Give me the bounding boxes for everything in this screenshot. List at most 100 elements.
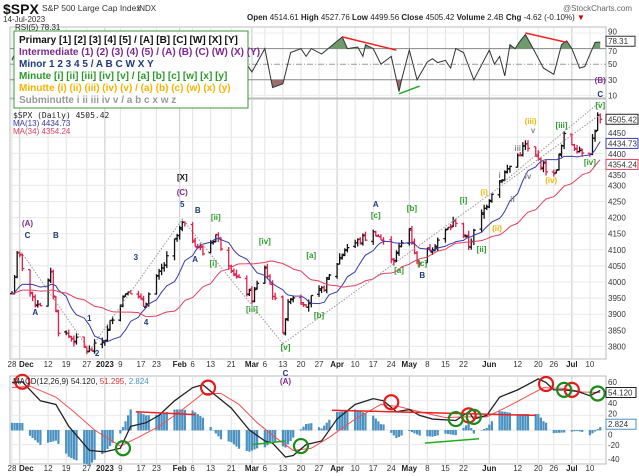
price-bar: [33, 294, 38, 308]
wave-label: (iv): [545, 176, 557, 185]
price-bar: [273, 292, 278, 301]
rsi-trendline: [525, 32, 567, 44]
macd-histogram-bar: [410, 430, 413, 433]
price-bar: [497, 180, 502, 198]
macd-histogram-bar: [199, 415, 202, 431]
macd-histogram-bar: [47, 430, 50, 443]
macd-histogram-bar: [338, 411, 341, 431]
wave-label: [a]: [394, 266, 404, 275]
price-bar: [262, 265, 267, 284]
price-tick-label: 3950: [608, 294, 626, 303]
macd-histogram-bar: [72, 430, 76, 460]
price-value-callout: [605, 137, 639, 149]
price-tick-label: 4350: [608, 171, 626, 180]
x-tick-label: 2023: [96, 464, 114, 473]
bullish-cross-circle: [465, 408, 482, 425]
price-bar: [556, 153, 561, 171]
macd-histogram-bar: [121, 427, 125, 431]
x-tick-label: 27: [82, 464, 91, 473]
macd-histogram-bar: [390, 430, 393, 433]
wave-label: [iii]: [556, 121, 568, 130]
macd-histogram-bar: [212, 430, 215, 431]
price-bar: [443, 228, 448, 243]
x-tick-label: 12: [44, 464, 53, 473]
macd-histogram-bar: [160, 413, 163, 431]
macd-histogram-bar: [75, 430, 78, 461]
macd-histogram-bar: [452, 430, 455, 435]
macd-histogram-bar: [21, 422, 24, 431]
macd-histogram-bar: [573, 430, 576, 432]
macd-histogram-bar: [57, 430, 60, 444]
macd-histogram-bar: [103, 430, 106, 453]
price-bar: [190, 222, 195, 244]
price-bar: [487, 199, 492, 209]
x-tick-label: Mar: [245, 360, 259, 369]
x-tick-label: 24: [387, 464, 396, 473]
price-bar: [200, 245, 205, 256]
macd-histogram-bar: [508, 412, 512, 431]
macd-histogram-bar: [557, 430, 561, 433]
macd-histogram-bar: [93, 430, 96, 460]
macd-histogram-bar: [483, 428, 486, 431]
macd-histogram-bar: [36, 430, 39, 443]
wave-label: (B): [595, 76, 606, 85]
x-tick-label: Feb: [173, 360, 187, 369]
rsi-tick-label: 70: [608, 47, 617, 56]
macd-histogram-bar: [524, 414, 527, 431]
channel-line: [499, 101, 601, 186]
bullish-cross-circle: [114, 440, 132, 457]
macd-histogram-bar: [408, 430, 411, 432]
macd-histogram-bar: [129, 409, 132, 431]
legend-line: Subminutte i ii iii iv v / a b c x w z: [19, 95, 176, 106]
macd-value-callout: [605, 387, 637, 399]
price-bar: [324, 277, 329, 294]
wave-label: [v]: [281, 343, 291, 352]
price-bar: [373, 230, 378, 237]
macd-histogram-bar: [101, 430, 104, 455]
wave-label: (ii): [492, 224, 502, 233]
macd-histogram-bar: [328, 419, 331, 431]
wave-label: [v]: [595, 101, 605, 110]
macd-histogram-bar: [470, 427, 473, 431]
macd-histogram-bar: [501, 411, 504, 431]
stockcharts-logo: @StockCharts.com: [563, 4, 632, 13]
price-bar: [409, 225, 414, 245]
macd-histogram-bar: [253, 430, 256, 450]
price-bar: [74, 333, 79, 345]
x-tick-label: 6: [263, 360, 268, 369]
price-bar: [507, 165, 512, 173]
price-bar: [337, 253, 342, 265]
rsi-tick-label: 10: [608, 91, 617, 100]
macd-histogram-bar: [519, 414, 522, 431]
macd-histogram-bar: [292, 430, 295, 438]
wave-label: C: [283, 369, 289, 378]
bullish-cross-circle: [589, 385, 606, 402]
price-bar: [577, 146, 582, 153]
macd-histogram-bar: [284, 430, 287, 448]
macd-histogram-bar: [377, 421, 380, 431]
macd-histogram-bar: [346, 410, 349, 431]
x-tick-label: May: [402, 464, 418, 473]
price-bar: [244, 275, 249, 297]
price-bar: [105, 325, 110, 342]
macd-histogram-bar: [18, 422, 21, 431]
macd-histogram-bar: [397, 430, 401, 438]
macd-histogram-bar: [382, 424, 385, 431]
price-bar: [66, 329, 71, 339]
price-bar: [82, 336, 87, 348]
x-tick-label: 19: [62, 360, 71, 369]
ma-line: [11, 159, 601, 318]
macd-histogram-bar: [444, 430, 447, 434]
macd-histogram-bar: [560, 430, 563, 433]
bearish-cross-circle: [563, 381, 580, 398]
price-label: $SPX (Daily) 4505.42: [13, 111, 110, 120]
macd-histogram-bar: [248, 430, 251, 452]
rsi-trendline: [398, 85, 420, 95]
macd-histogram-bar: [480, 430, 483, 431]
macd-histogram-bar: [446, 430, 450, 435]
macd-histogram-bar: [521, 414, 524, 431]
macd-histogram-bar: [31, 430, 34, 439]
macd-histogram-bar: [227, 430, 230, 442]
macd-trendline: [251, 440, 286, 446]
macd-histogram-bar: [237, 430, 241, 449]
